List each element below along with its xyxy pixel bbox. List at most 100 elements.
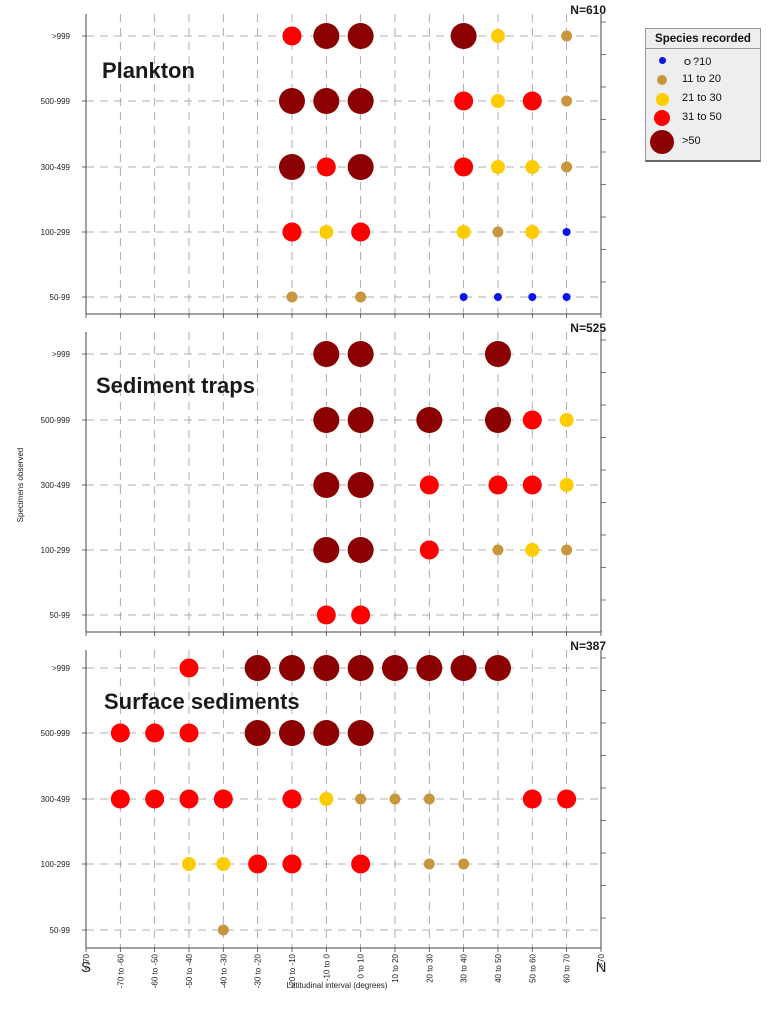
y-tick-label: 50-99 [50, 611, 71, 620]
legend-label: ｏ?10 [682, 56, 712, 68]
x-axis-south-label: S [81, 959, 91, 976]
data-point [416, 407, 443, 433]
data-point [484, 655, 511, 681]
legend-label: 11 to 20 [682, 73, 721, 85]
data-point [525, 225, 540, 239]
data-point [423, 858, 435, 870]
y-tick-label: 500-999 [41, 97, 71, 106]
data-point [347, 655, 374, 681]
panel-title: Surface sediments [104, 689, 300, 714]
y-tick-label: 100-299 [41, 228, 71, 237]
data-point [286, 291, 298, 303]
data-point [278, 655, 305, 681]
legend-swatch [650, 130, 674, 154]
data-point [347, 407, 374, 433]
data-point [419, 475, 439, 495]
x-tick-label: -10 to 0 [322, 953, 331, 981]
legend-label: >50 [682, 135, 701, 147]
data-point [213, 789, 233, 809]
data-point [561, 161, 573, 173]
data-point [347, 88, 374, 114]
y-tick-label: 300-499 [41, 795, 71, 804]
legend-swatch [657, 75, 667, 85]
x-tick-label: >70 [597, 953, 606, 967]
panel-title: Sediment traps [96, 373, 255, 398]
data-point [561, 95, 573, 107]
data-point [559, 478, 574, 492]
data-point [450, 655, 477, 681]
data-point [450, 23, 477, 49]
data-point [282, 854, 302, 874]
data-point [319, 225, 334, 239]
x-tick-label: 20 to 30 [425, 953, 434, 982]
x-tick-label: <-70 [82, 953, 91, 970]
tick-label-layer: 50-99 100-299 300-499 500-999 >999 50-99 100-2… [41, 32, 606, 988]
panel-title: Plankton [102, 58, 195, 83]
data-point [181, 857, 196, 871]
data-point [347, 341, 374, 367]
data-point [319, 792, 334, 806]
x-tick-label: -40 to -30 [219, 953, 228, 988]
data-point [313, 23, 340, 49]
data-point [423, 793, 435, 805]
data-point [347, 23, 374, 49]
data-point [355, 793, 367, 805]
y-tick-label: 100-299 [41, 546, 71, 555]
x-axis-label: Latitudinal interval (degrees) [287, 981, 388, 990]
data-point [419, 540, 439, 560]
data-point [355, 291, 367, 303]
data-point [484, 341, 511, 367]
data-point [316, 157, 336, 177]
data-point [351, 222, 371, 242]
data-point [110, 723, 130, 743]
data-point [492, 544, 504, 556]
data-point [179, 789, 199, 809]
x-tick-label: 40 to 50 [494, 953, 503, 982]
data-point [561, 544, 573, 556]
data-point [217, 924, 229, 936]
data-point [488, 475, 508, 495]
data-point [559, 413, 574, 427]
y-tick-label: 100-299 [41, 860, 71, 869]
data-point [313, 341, 340, 367]
panel-n-label: N=610 [570, 3, 606, 17]
y-tick-label: 50-99 [50, 293, 71, 302]
data-point [389, 793, 401, 805]
legend-swatch [654, 110, 670, 126]
data-point [313, 720, 340, 746]
data-point [248, 854, 268, 874]
data-point [216, 857, 231, 871]
data-point [313, 88, 340, 114]
data-point [278, 154, 305, 180]
x-tick-label: 10 to 20 [391, 953, 400, 982]
x-tick-label: -30 to -20 [254, 953, 263, 988]
data-point [179, 658, 199, 678]
legend-swatch [655, 92, 669, 106]
data-point [490, 94, 505, 108]
data-point [484, 407, 511, 433]
panel-title-layer: Plankton N=610 Sediment traps N=525 Surface … [96, 3, 606, 714]
data-point [282, 789, 302, 809]
data-point [110, 789, 130, 809]
x-tick-label: 60 to 70 [563, 953, 572, 982]
data-point [282, 222, 302, 242]
data-point [459, 293, 468, 301]
data-point [313, 655, 340, 681]
data-point [313, 472, 340, 498]
data-point [347, 720, 374, 746]
data-point [313, 407, 340, 433]
y-tick-label: >999 [52, 350, 71, 359]
data-point [313, 537, 340, 563]
data-point [179, 723, 199, 743]
data-point [282, 26, 302, 46]
data-point [458, 858, 470, 870]
data-point [525, 543, 540, 557]
data-point [490, 160, 505, 174]
data-point [493, 293, 502, 301]
data-point [522, 789, 542, 809]
data-point [244, 720, 271, 746]
data-point [454, 157, 474, 177]
data-point [244, 655, 271, 681]
legend-title: Species recorded [646, 29, 760, 49]
